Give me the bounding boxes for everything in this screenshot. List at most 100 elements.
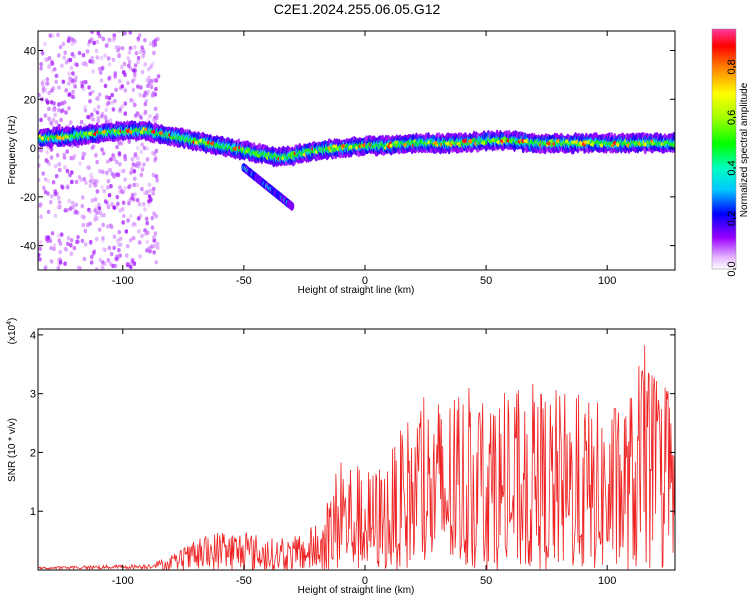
noise-speck [145, 239, 149, 245]
noise-speck [128, 46, 133, 51]
noise-speck [143, 207, 147, 212]
spectrogram-frame [37, 30, 676, 271]
noise-speck [119, 141, 124, 146]
noise-speck [136, 155, 140, 161]
noise-speck [111, 263, 115, 269]
noise-speck [127, 198, 132, 203]
noise-speck [136, 163, 140, 169]
noise-speck [136, 216, 141, 221]
noise-speck [94, 183, 98, 188]
noise-speck [115, 144, 119, 150]
noise-speck [57, 85, 61, 90]
noise-speck [112, 205, 117, 210]
noise-speck [97, 66, 102, 72]
noise-speck [90, 56, 94, 61]
noise-speck [58, 241, 63, 246]
noise-speck [82, 256, 87, 262]
noise-speck [113, 74, 117, 79]
noise-speck [139, 85, 143, 90]
noise-speck [69, 155, 73, 161]
noise-speck [120, 65, 124, 70]
noise-speck [57, 53, 61, 58]
colorbar-gradient [711, 28, 737, 270]
noise-speck [53, 213, 58, 219]
x-tick-label: -100 [112, 275, 134, 287]
noise-speck [82, 177, 87, 182]
noise-speck [103, 83, 108, 89]
noise-speck [38, 163, 41, 168]
noise-speck [49, 200, 53, 205]
noise-speck [103, 199, 108, 204]
noise-speck [138, 92, 142, 98]
noise-speck [87, 85, 91, 90]
noise-speck [139, 172, 144, 178]
noise-speck [84, 62, 89, 67]
noise-speck [52, 243, 57, 248]
noise-speck [65, 168, 70, 174]
noise-speck [98, 34, 102, 39]
noise-speck [97, 206, 102, 211]
noise-speck [137, 33, 142, 38]
noise-speck [110, 202, 114, 207]
noise-speck [70, 79, 75, 84]
noise-speck [49, 245, 53, 251]
noise-speck [130, 157, 135, 162]
noise-speck [142, 162, 146, 167]
noise-speck [65, 185, 70, 190]
noise-speck [130, 192, 135, 198]
noise-speck [156, 74, 161, 79]
noise-speck [69, 65, 74, 71]
noise-speck [87, 165, 91, 171]
noise-speck [64, 88, 68, 93]
noise-speck [113, 98, 117, 104]
noise-speck [82, 152, 87, 157]
noise-speck [46, 209, 51, 215]
noise-speck [129, 264, 133, 270]
noise-speck [146, 189, 150, 194]
noise-speck [49, 100, 54, 105]
noise-speck [70, 41, 75, 46]
noise-speck [100, 66, 104, 71]
noise-speck [124, 253, 129, 258]
noise-speck [68, 76, 72, 81]
noise-speck [130, 166, 134, 172]
noise-speck [88, 239, 93, 245]
noise-speck [57, 233, 61, 238]
noise-speck [74, 202, 78, 207]
noise-speck [118, 208, 123, 213]
noise-speck [91, 59, 95, 65]
noise-speck [53, 189, 58, 194]
noise-speck [98, 70, 103, 75]
noise-speck [124, 229, 129, 234]
noise-speck [143, 102, 148, 107]
noise-speck [88, 99, 92, 104]
noise-speck [149, 244, 154, 249]
y-tick-label: 3 [30, 389, 36, 401]
noise-speck [74, 75, 78, 80]
noise-speck [66, 241, 70, 246]
noise-speck [59, 232, 64, 237]
noise-speck [94, 48, 99, 54]
noise-speck [105, 102, 110, 107]
noise-speck [151, 150, 155, 156]
noise-speck [133, 45, 137, 50]
noise-speck [43, 177, 48, 182]
noise-speck [126, 262, 130, 267]
noise-speck [129, 170, 133, 175]
noise-speck [76, 265, 81, 270]
noise-speck [103, 247, 107, 252]
noise-speck [45, 159, 50, 164]
noise-speck [142, 202, 146, 207]
noise-speck [104, 95, 109, 100]
noise-speck [95, 267, 99, 270]
noise-speck [95, 179, 99, 184]
noise-speck [101, 247, 106, 252]
noise-speck [90, 176, 94, 181]
noise-speck [67, 71, 71, 76]
noise-speck [155, 115, 159, 121]
noise-speck [147, 246, 151, 251]
noise-speck [47, 116, 51, 121]
noise-speck [145, 146, 150, 151]
noise-speck [100, 147, 104, 152]
noise-speck [149, 188, 153, 193]
